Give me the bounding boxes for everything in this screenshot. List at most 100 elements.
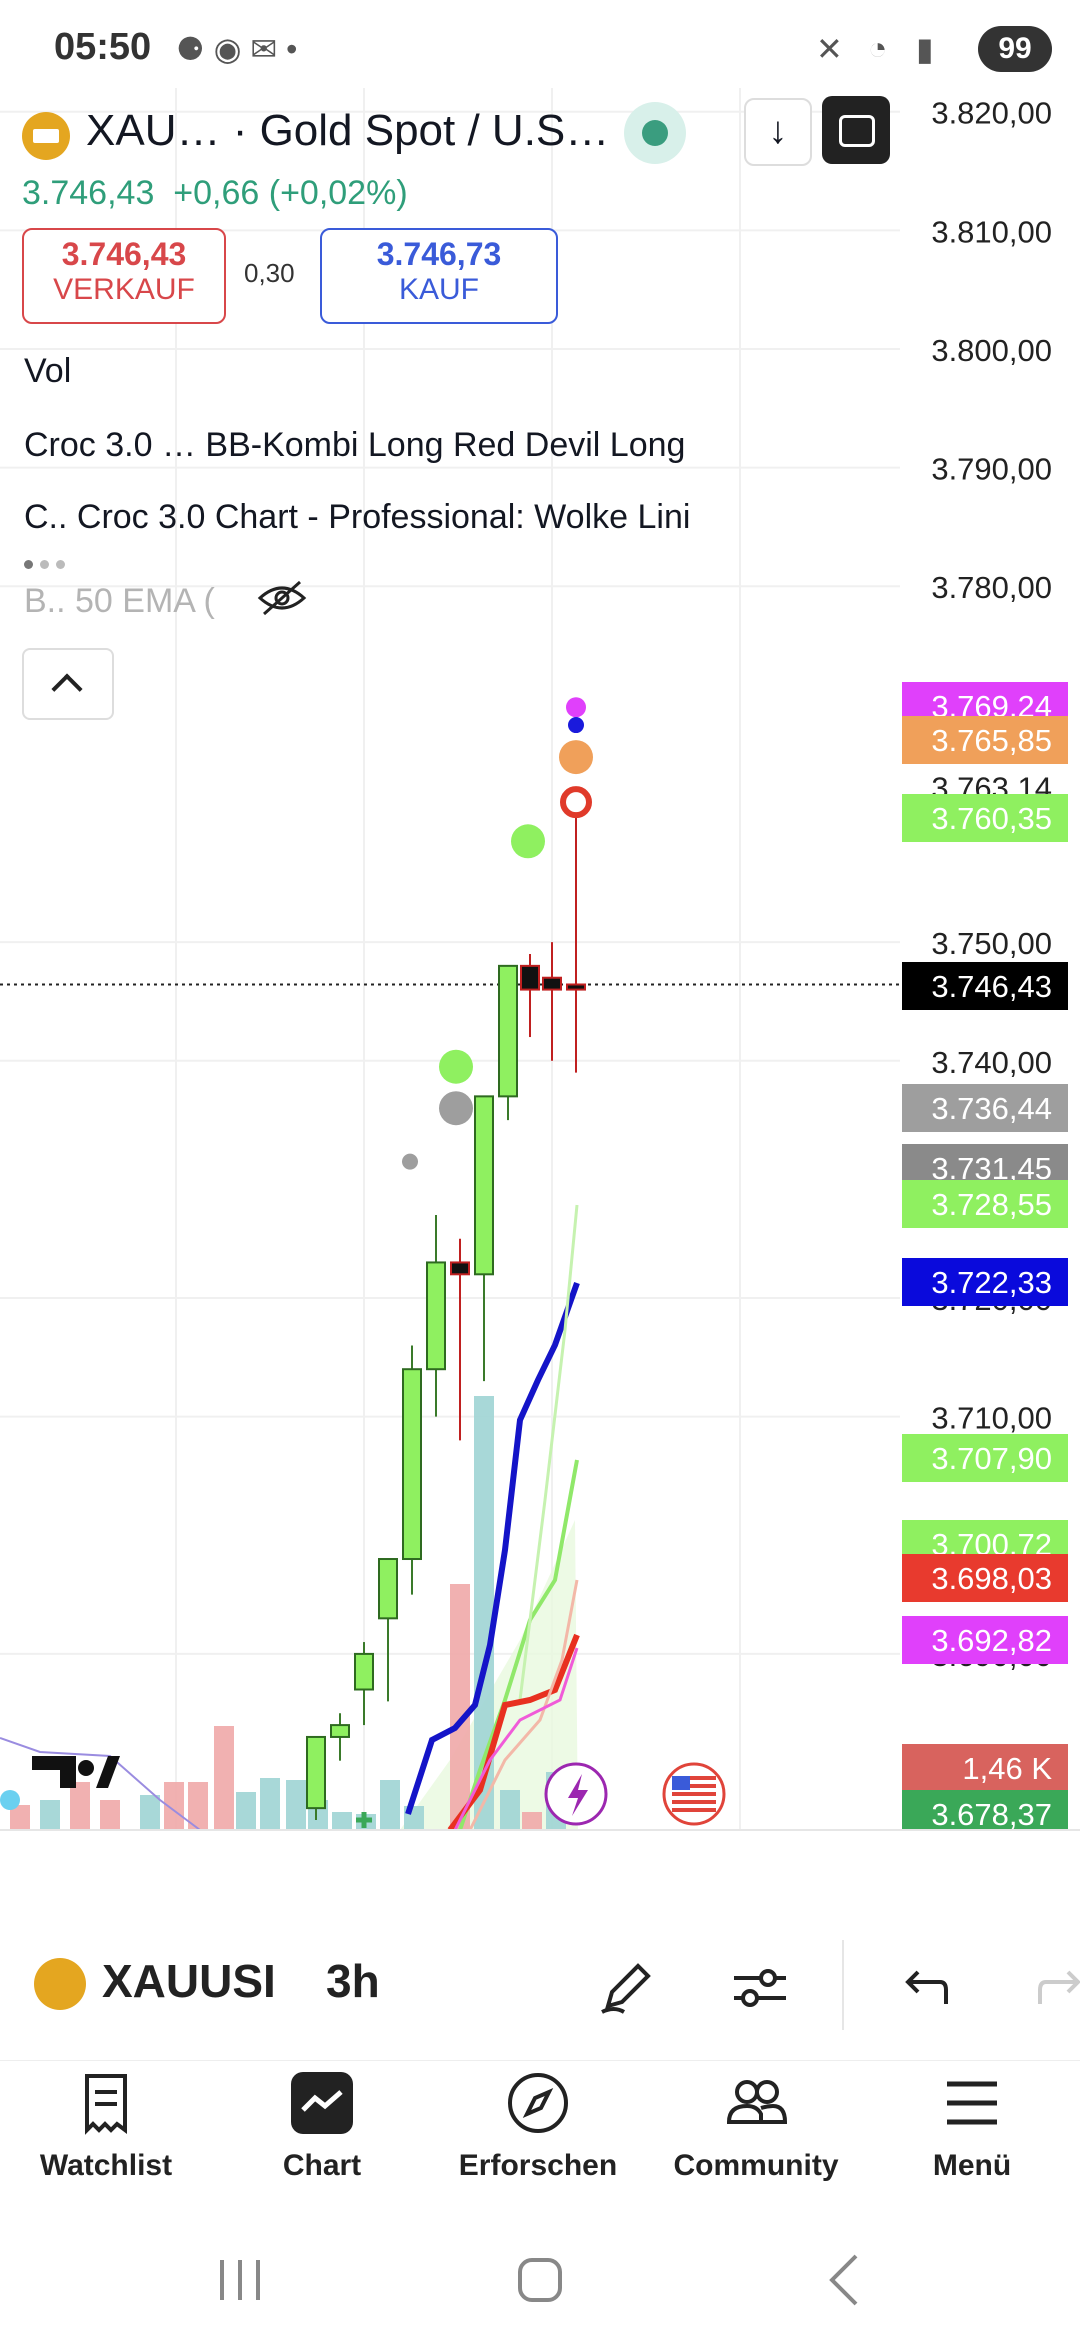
price-axis-label: 3.750,00 (931, 926, 1052, 961)
compass-icon (508, 2073, 568, 2133)
candle-down (566, 983, 586, 991)
signal-icon: ▮ (916, 31, 934, 67)
lightning-glyph (568, 1774, 588, 1816)
symbol-title[interactable]: XAU… · Gold Spot / U.S… (86, 106, 610, 155)
toolbar-divider (842, 1940, 844, 2030)
blue-ma-line (405, 1281, 580, 1815)
salmon-band-line (468, 1579, 579, 1831)
nav-watchlist[interactable]: Watchlist (6, 2070, 206, 2183)
nav-label-watchlist: Watchlist (39, 2149, 173, 2182)
volume-bar (522, 1812, 542, 1830)
nav-menu[interactable]: Menü (872, 2070, 1072, 2183)
price-tag (902, 1434, 1068, 1482)
volume-bar (188, 1782, 208, 1830)
price-tag (902, 1744, 1068, 1792)
volume-bar (214, 1726, 234, 1830)
sell-button[interactable]: 3.746,43 VERKAUF (22, 228, 226, 324)
volume-bar (10, 1805, 30, 1830)
eye-hidden-icon[interactable] (256, 578, 308, 618)
flag-stripe (672, 1792, 716, 1796)
price-axis-label: 3.790,00 (931, 452, 1052, 487)
price-tag-label: 3.765,85 (931, 723, 1052, 758)
volume-bar (332, 1812, 352, 1830)
price-tag-label: 3.728,55 (931, 1187, 1052, 1222)
price-tag-label: 3.698,03 (931, 1561, 1052, 1596)
volume-bar (236, 1792, 256, 1830)
toolbar-interval[interactable]: 3h (326, 1955, 380, 2007)
back-button[interactable] (829, 2254, 858, 2306)
grey-signal-dot (402, 1153, 418, 1170)
volume-bar (500, 1790, 520, 1830)
price-axis-label: 3.740,00 (931, 1045, 1052, 1080)
watchlist-icon (85, 2074, 127, 2135)
indicator-croc-bb-kombi[interactable]: Croc 3.0 … BB-Kombi Long Red Devil Long (24, 426, 686, 464)
buy-label: KAUF (398, 273, 479, 306)
indicator-croc-chart-professional[interactable]: C.. Croc 3.0 Chart - Professional: Wolke… (24, 498, 691, 536)
price-tag (902, 1258, 1068, 1306)
tradingview-logo-dot (78, 1760, 94, 1776)
price-tag-label: 3.678,37 (931, 1797, 1052, 1832)
volume-bar (100, 1800, 120, 1830)
green-signal-dot (439, 1049, 473, 1084)
last-price: 3.746,43 (22, 174, 155, 212)
volume-bar (140, 1795, 160, 1830)
cyan-marker (0, 1790, 20, 1810)
redo-icon[interactable] (1030, 1956, 1080, 2020)
nav-label-chart: Chart (282, 2149, 362, 2182)
bottom-navigation (0, 2060, 1080, 2211)
collapse-legend-button[interactable] (22, 648, 114, 720)
recent-apps-button[interactable] (220, 2260, 260, 2300)
indicator-settings-icon[interactable] (728, 1956, 792, 2020)
price-tag-label: 3.692,82 (931, 1623, 1052, 1658)
market-open-indicator[interactable] (624, 102, 686, 164)
fullscreen-button[interactable] (822, 96, 890, 164)
red-ma-line (447, 1633, 580, 1832)
plus-icon (356, 1812, 372, 1828)
flag-stripe (672, 1784, 716, 1788)
scroll-down-button[interactable]: ↓ (744, 98, 812, 166)
battery-indicator: 99 (978, 26, 1052, 72)
price-axis-label: 3.800,00 (931, 333, 1052, 368)
volume-bar (474, 1396, 494, 1830)
price-change: +0,66 (+0,02%) (173, 174, 408, 212)
drawing-pen-icon[interactable] (594, 1956, 658, 2020)
flag-canton (672, 1776, 690, 1790)
tradingview-logo (32, 1756, 76, 1788)
price-axis-label: 3.810,00 (931, 214, 1052, 249)
toolbar-symbol[interactable]: XAUUSI (102, 1955, 276, 2007)
menu-icon (947, 2081, 997, 2125)
nav-label-explore: Erforschen (458, 2149, 618, 2182)
gold-logo-icon (34, 1958, 86, 2010)
orange-signal-dot (559, 740, 593, 775)
wifi-icon: ◔ (868, 30, 888, 66)
price-tag (902, 794, 1068, 842)
volume-bar (380, 1780, 400, 1830)
nav-community[interactable]: Community (656, 2070, 856, 2183)
indicator-pager-dots[interactable] (24, 556, 72, 574)
volume-bar (260, 1778, 280, 1830)
indicator-ema-hidden[interactable]: B.. 50 EMA ( (24, 582, 215, 620)
undo-icon[interactable] (892, 1956, 956, 2020)
price-axis-label: 3.780,00 (931, 570, 1052, 605)
candle-up (402, 1368, 422, 1561)
price-axis-label: 3.820,00 (931, 96, 1052, 131)
sell-price: 3.746,43 (61, 236, 187, 272)
time-axis-bg (0, 1830, 1080, 1840)
cloud-area (400, 1520, 578, 1830)
flag-stripe (672, 1800, 716, 1804)
indicator-volume[interactable]: Vol (24, 352, 72, 390)
nav-explore[interactable]: Erforschen (438, 2070, 638, 2183)
magenta-signal-dot (566, 697, 586, 718)
price-chart[interactable]: 3.820,00 3.810,00 3.800,00 3.790,00 3.780,00… (0, 80, 1080, 1840)
price-tag-label: 1,46 K (962, 1751, 1052, 1786)
gold-logo-icon (22, 112, 70, 160)
home-button[interactable] (518, 2258, 562, 2302)
price-tag-label: 3.746,43 (931, 969, 1052, 1004)
status-bar: 05:50 ⚈ ◉ ✉ • ✕ ◔ ▮ 99 (0, 0, 1080, 100)
red-ring-signal (560, 786, 592, 819)
nav-chart[interactable]: Chart (222, 2070, 422, 2183)
flag-stripe (672, 1776, 716, 1780)
magenta-ma-line (453, 1647, 579, 1831)
chart-icon (291, 2072, 353, 2134)
buy-button[interactable]: 3.746,73 KAUF (320, 228, 558, 324)
